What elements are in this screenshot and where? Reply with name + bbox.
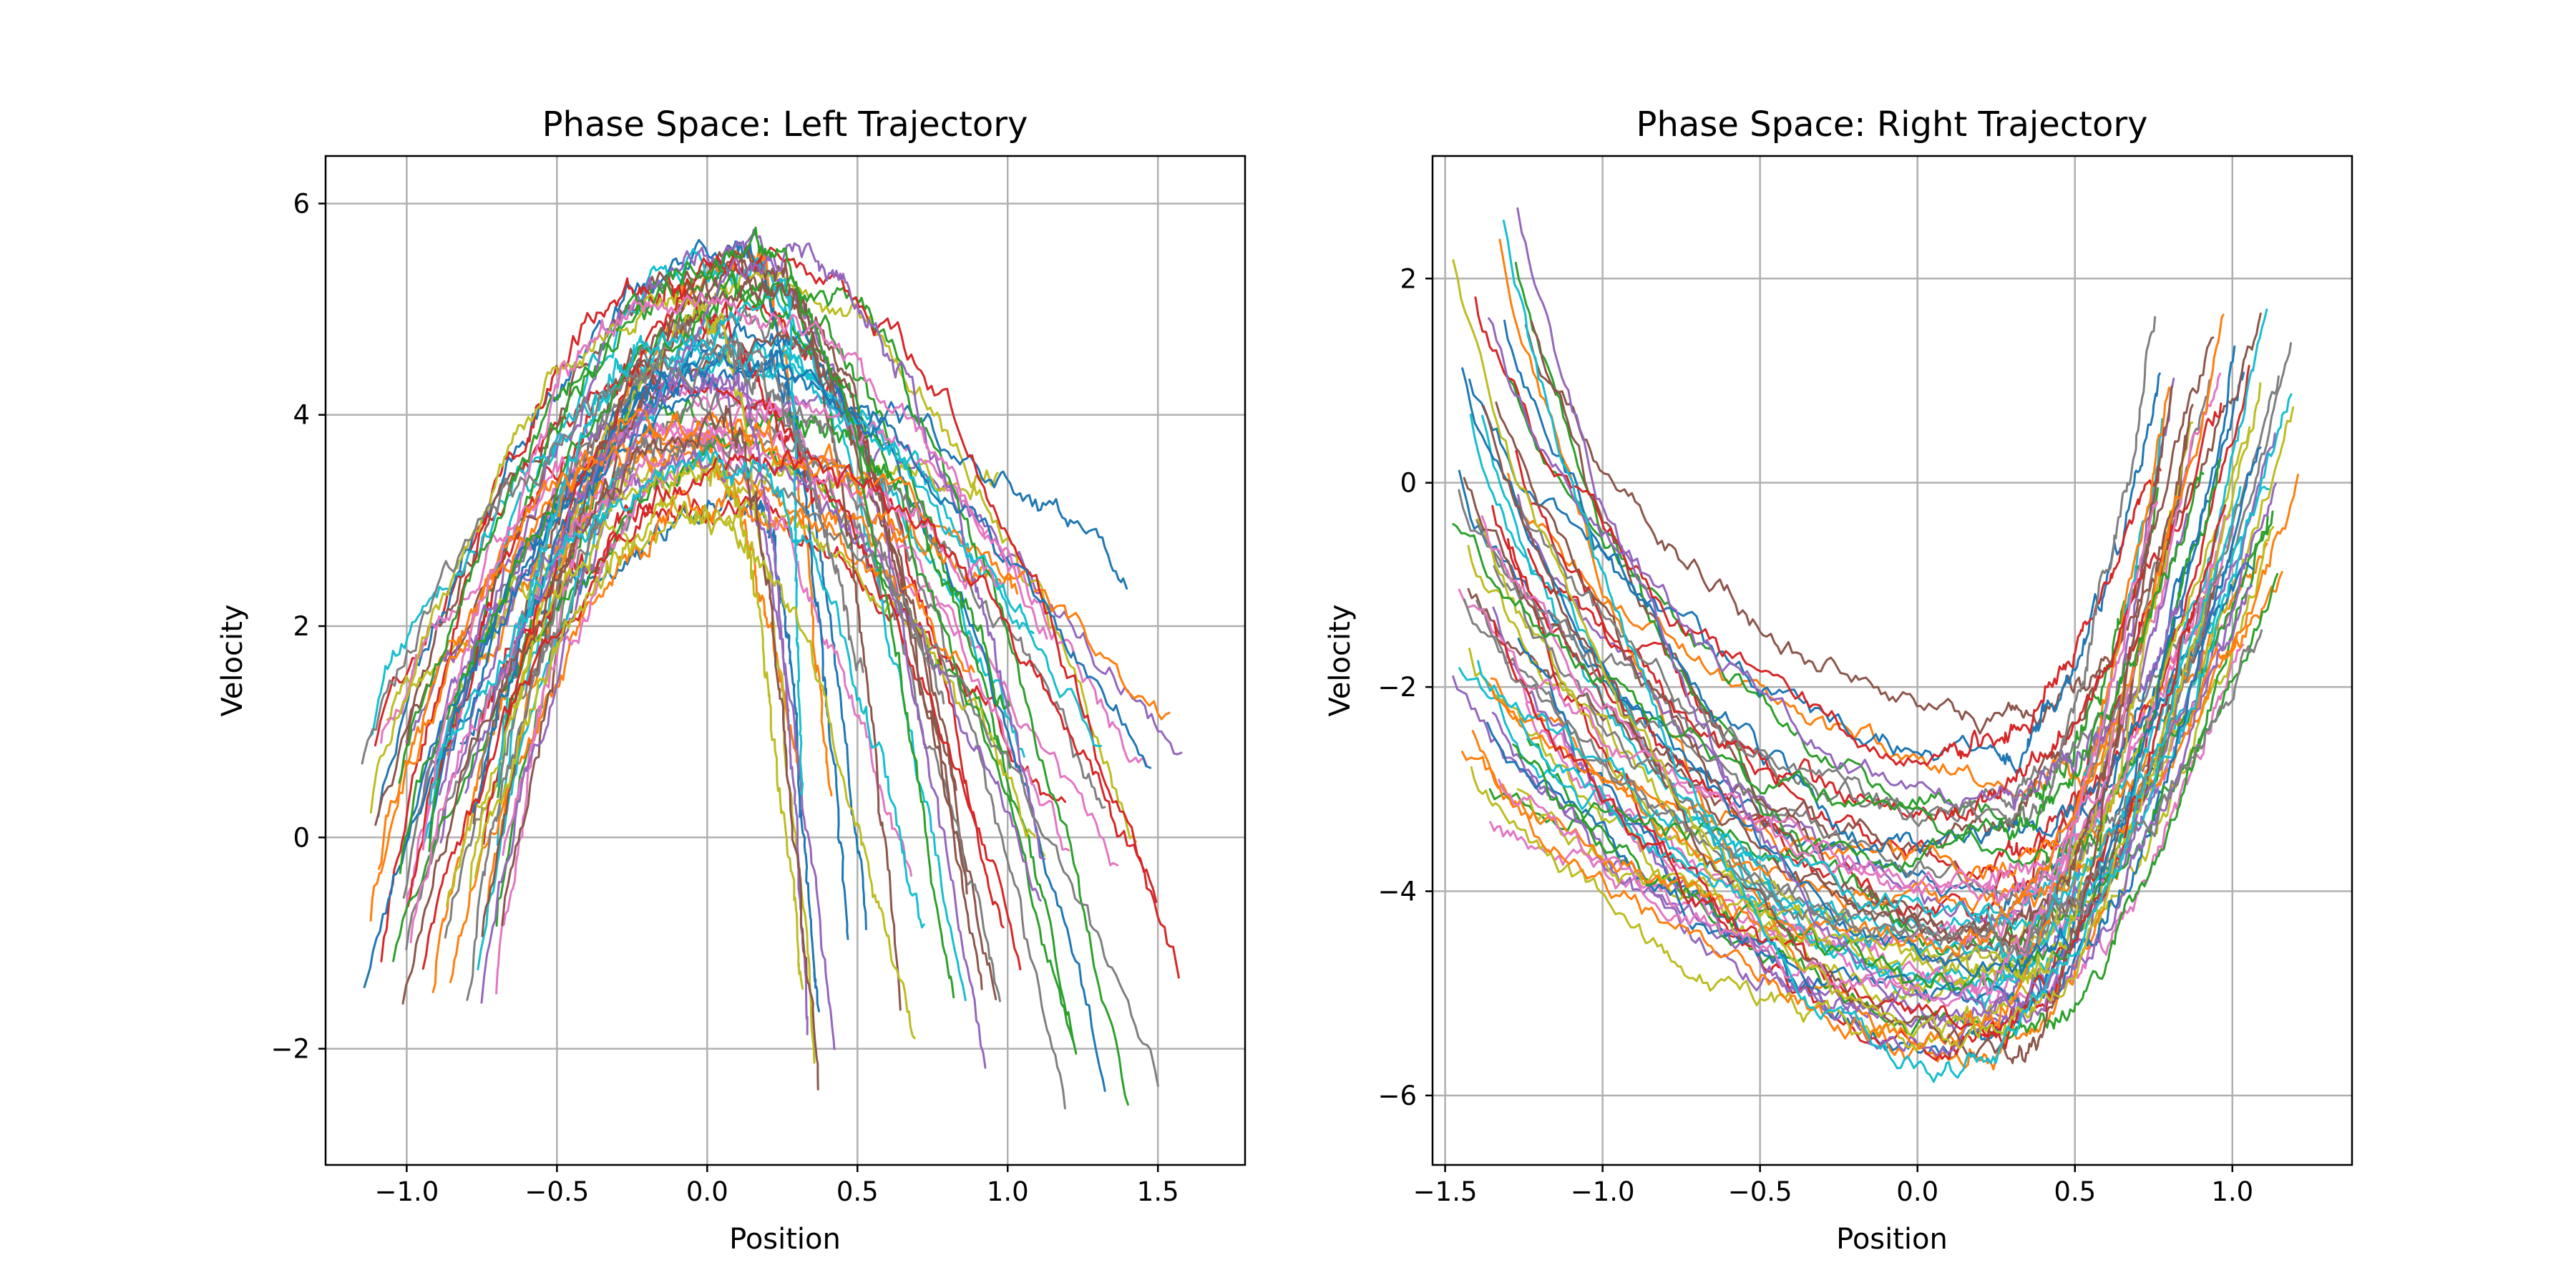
left-trajectories <box>361 226 1183 1110</box>
right-trajectory-line <box>1516 550 2169 985</box>
left-x-tick-label: 0.0 <box>686 1176 728 1207</box>
right-y-tick-label: 2 <box>1400 263 1417 294</box>
right-x-tick-label: −1.0 <box>1571 1176 1635 1207</box>
left-x-tick-label: 0.5 <box>836 1176 879 1207</box>
left-trajectory-line <box>398 226 955 999</box>
right-x-tick-label: 0.0 <box>1896 1176 1938 1207</box>
right-trajectory-line <box>1530 320 2221 960</box>
right-x-tick-label: 0.5 <box>2054 1176 2096 1207</box>
right-x-axis-label: Position <box>1836 1223 1948 1256</box>
right-axes-frame <box>1431 155 2353 1166</box>
left-y-tick-label: 2 <box>293 611 310 642</box>
left-trajectory-line <box>497 331 1103 788</box>
left-trajectory-line <box>380 275 816 962</box>
left-trajectory-line <box>421 449 1158 970</box>
right-trajectory-line <box>1461 345 2236 978</box>
right-trajectory-line <box>1477 308 2268 931</box>
right-x-tick-label: 1.0 <box>2211 1176 2253 1207</box>
right-y-axis-label: Velocity <box>1324 605 1357 717</box>
right-trajectory-line <box>1489 525 2235 953</box>
left-trajectory-line <box>421 291 1048 851</box>
left-axes-frame <box>324 155 1246 1166</box>
right-trajectory-line <box>1490 570 2283 884</box>
left-chart-title: Phase Space: Left Trajectory <box>542 104 1028 145</box>
right-trajectory-line <box>1502 219 2242 1083</box>
left-y-tick-label: 4 <box>293 400 310 431</box>
left-y-tick-label: 0 <box>293 822 310 853</box>
left-trajectory-line <box>482 246 1180 979</box>
left-trajectory-line <box>449 484 1018 984</box>
right-trajectory-line <box>1503 319 2254 854</box>
left-y-tick-label: 6 <box>293 188 310 219</box>
right-phase-plot: −1.5 −1.0 −0.5 0.0 0.5 1.0 −6 −4 −2 0 2 Phase Spac… <box>1324 104 2353 1256</box>
left-trajectory-line <box>380 420 912 877</box>
left-y-tick-label: −2 <box>270 1034 310 1065</box>
right-x-tick-label: −1.5 <box>1413 1176 1478 1207</box>
right-trajectories <box>1452 207 2299 1083</box>
left-x-tick-label: −1.0 <box>374 1176 439 1207</box>
left-ticks: −1.0 −0.5 0.0 0.5 1.0 1.5 −2 0 2 4 6 <box>270 188 1179 1207</box>
right-trajectory-line <box>1452 471 2205 842</box>
right-y-tick-label: −6 <box>1377 1080 1417 1111</box>
left-trajectory-line <box>466 433 1159 1087</box>
right-x-tick-label: −0.5 <box>1728 1176 1792 1207</box>
right-chart-title: Phase Space: Right Trajectory <box>1636 104 2148 145</box>
right-trajectory-line <box>1463 598 2263 956</box>
left-trajectory-line <box>429 449 925 929</box>
left-phase-plot: −1.0 −0.5 0.0 0.5 1.0 1.5 −2 0 2 4 6 Phase Space: … <box>216 104 1246 1256</box>
right-y-tick-label: −2 <box>1377 672 1417 703</box>
right-trajectory-line <box>1514 316 2157 826</box>
right-trajectory-line <box>1458 514 2231 893</box>
left-x-tick-label: −0.5 <box>525 1176 589 1207</box>
left-trajectory-line <box>361 340 864 765</box>
right-trajectory-line <box>1518 393 2293 965</box>
right-trajectory-line <box>1498 501 2159 1007</box>
left-x-tick-label: 1.0 <box>987 1176 1029 1207</box>
left-trajectory-line <box>459 488 820 1013</box>
left-trajectory-line <box>377 424 1171 870</box>
left-x-axis-label: Position <box>729 1223 841 1256</box>
left-trajectory-line <box>464 369 809 1035</box>
left-trajectory-line <box>401 405 819 1091</box>
left-y-axis-label: Velocity <box>216 605 249 717</box>
right-trajectory-line <box>1516 207 2277 1024</box>
left-trajectory-line <box>481 275 968 937</box>
right-trajectory-line <box>1452 259 2262 1050</box>
right-ticks: −1.5 −1.0 −0.5 0.0 0.5 1.0 −6 −4 −2 0 2 <box>1377 263 2253 1207</box>
right-trajectory-line <box>1480 372 2222 904</box>
right-y-tick-label: −4 <box>1377 877 1417 907</box>
right-y-tick-label: 0 <box>1400 468 1417 499</box>
right-trajectory-line <box>1470 421 2194 1053</box>
right-trajectory-line <box>1526 515 2269 1040</box>
left-trajectory-line <box>474 494 916 1040</box>
left-x-tick-label: 1.5 <box>1137 1176 1179 1207</box>
left-trajectory-line <box>428 321 1106 1093</box>
right-trajectory-line <box>1527 402 2223 821</box>
